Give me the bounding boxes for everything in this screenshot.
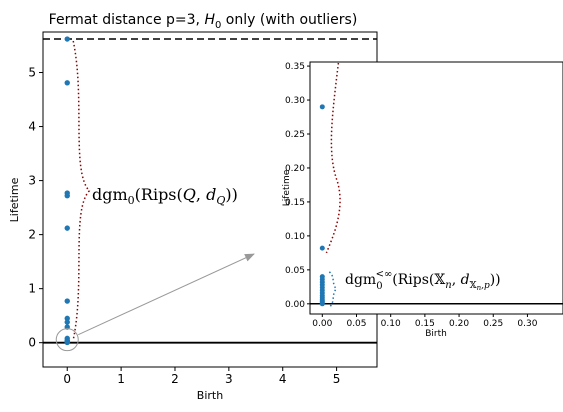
inset-data-point — [319, 245, 325, 251]
main-chart-title: Fermat distance p=3, H0 only (with outli… — [49, 12, 358, 31]
inset-x-tick-label: 0.15 — [415, 319, 435, 329]
inset-x-tick-label: 0.30 — [517, 319, 537, 329]
inset-x-tick-label: 0.20 — [449, 319, 469, 329]
inset-data-point — [319, 104, 325, 110]
inset-x-axis: 0.00 0.05 0.10 0.15 0.20 0.25 0.30 — [312, 314, 538, 329]
main-x-tick-label: 0 — [63, 372, 71, 386]
inset-y-tick-label: 0.30 — [285, 96, 305, 106]
inset-y-tick-label: 0.00 — [285, 300, 305, 310]
inset-y-tick-label: 0.35 — [285, 62, 305, 72]
main-data-point — [64, 225, 70, 231]
main-x-tick-label: 2 — [171, 372, 179, 386]
inset-y-tick-label: 0.05 — [285, 266, 305, 276]
inset-annotation-label: dgm0<∞(Rips(𝕏n, d𝕏n,p)) — [345, 269, 501, 292]
main-annotation-label: dgm0(Rips(Q, dQ)) — [92, 185, 238, 207]
main-data-point — [64, 193, 70, 199]
main-x-axis: 0 1 2 3 4 5 — [63, 367, 340, 386]
inset-y-tick-label: 0.25 — [285, 130, 305, 140]
inset-y-tick-label: 0.20 — [285, 164, 305, 174]
main-x-axis-label: Birth — [197, 389, 223, 402]
inset-cluster-brace — [328, 271, 338, 308]
main-data-point — [64, 298, 70, 304]
main-y-tick-label: 3 — [28, 174, 36, 188]
main-data-point — [64, 315, 70, 322]
main-x-tick-label: 3 — [225, 372, 233, 386]
main-x-tick-label: 4 — [279, 372, 287, 386]
inset-chart: 0.00 0.05 0.10 0.15 0.20 0.25 0.30 0.00 0.05 0.1… — [282, 61, 563, 339]
main-data-point — [64, 80, 70, 86]
main-y-tick-label: 0 — [28, 336, 36, 350]
main-y-tick-label: 1 — [28, 282, 36, 296]
main-y-tick-label: 4 — [28, 120, 36, 134]
main-outlier-brace — [72, 40, 91, 340]
main-data-point — [64, 36, 70, 42]
inset-x-tick-label: 0.00 — [312, 319, 332, 329]
inset-background — [310, 62, 563, 314]
inset-x-tick-label: 0.25 — [483, 319, 503, 329]
zoom-connector-arrow — [78, 253, 255, 336]
main-y-axis: 0 1 2 3 4 5 — [28, 66, 43, 350]
inset-scatter-points — [319, 104, 325, 307]
main-y-tick-label: 5 — [28, 66, 36, 80]
main-x-tick-label: 5 — [333, 372, 341, 386]
main-y-axis-label: Lifetime — [8, 177, 21, 222]
inset-y-tick-label: 0.15 — [285, 198, 305, 208]
main-x-tick-label: 1 — [117, 372, 125, 386]
inset-x-tick-label: 0.10 — [381, 319, 401, 329]
main-data-point — [64, 339, 70, 346]
main-scatter-points — [64, 36, 70, 346]
inset-y-axis-label: Lifetime — [282, 169, 292, 206]
inset-x-axis-label: Birth — [425, 329, 447, 339]
inset-x-tick-label: 0.05 — [346, 319, 366, 329]
main-y-tick-label: 2 — [28, 228, 36, 242]
inset-plot-frame — [309, 61, 563, 315]
main-data-point — [64, 319, 70, 325]
inset-y-axis: 0.00 0.05 0.10 0.15 0.20 0.25 0.30 0.35 — [285, 62, 310, 310]
inset-data-point — [319, 301, 325, 307]
zoom-region-circle — [55, 328, 79, 352]
inset-y-tick-label: 0.10 — [285, 232, 305, 242]
